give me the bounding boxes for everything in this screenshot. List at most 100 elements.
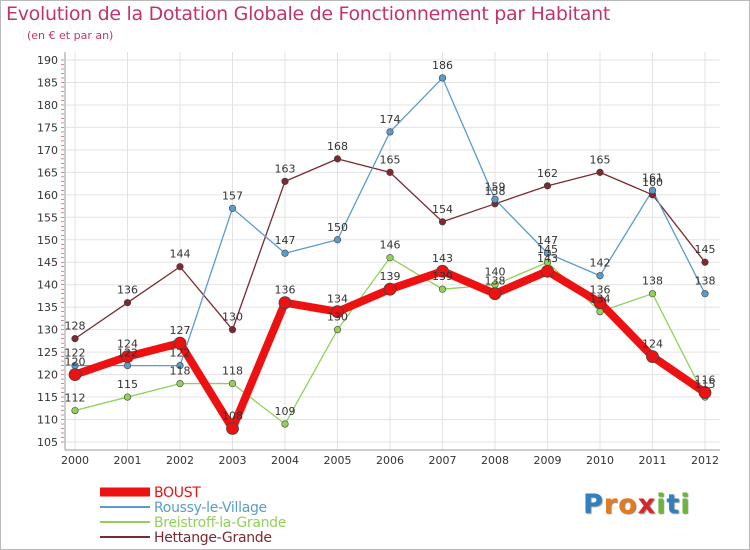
proxiti-logo: Proxiti <box>583 489 691 520</box>
data-label-hettange-grande: 136 <box>117 284 138 297</box>
y-tick-label: 175 <box>37 121 58 134</box>
data-label-roussy-le-village: 147 <box>275 234 296 247</box>
y-tick-label: 180 <box>37 99 58 112</box>
x-tick-label: 2009 <box>534 454 562 467</box>
x-tick-label: 2004 <box>271 454 299 467</box>
data-point-hettange-grande <box>333 155 342 163</box>
data-point-boust <box>436 264 449 278</box>
data-point-boust <box>121 350 134 364</box>
data-point-roussy-le-village <box>648 186 657 194</box>
x-tick-label: 2005 <box>324 454 352 467</box>
data-label-hettange-grande: 145 <box>695 243 716 256</box>
chart-title: Evolution de la Dotation Globale de Fonc… <box>6 3 611 25</box>
y-tick-label: 150 <box>37 234 58 247</box>
data-point-roussy-le-village <box>596 272 604 280</box>
data-label-hettange-grande: 160 <box>642 176 663 189</box>
data-point-boust <box>541 264 554 278</box>
x-tick-label: 2001 <box>114 454 142 467</box>
data-label-breistroff-la-grande: 138 <box>642 275 663 288</box>
data-point-hettange-grande <box>228 326 237 334</box>
legend-label: BOUST <box>154 485 201 501</box>
data-label-breistroff-la-grande: 118 <box>170 365 191 378</box>
data-point-hettange-grande <box>438 218 447 226</box>
data-label-roussy-le-village: 122 <box>65 347 86 360</box>
data-label-roussy-le-village: 159 <box>485 180 506 193</box>
x-tick-label: 2011 <box>639 454 667 467</box>
y-tick-label: 135 <box>37 301 58 314</box>
data-label-boust: 143 <box>537 252 558 265</box>
data-point-hettange-grande <box>71 335 79 343</box>
data-label-hettange-grande: 165 <box>380 153 401 166</box>
data-label-boust: 136 <box>590 284 611 297</box>
data-label-hettange-grande: 144 <box>170 248 191 261</box>
data-point-hettange-grande <box>386 168 394 176</box>
y-tick-label: 115 <box>37 391 58 404</box>
data-point-boust <box>278 296 292 310</box>
x-tick-label: 2007 <box>429 454 457 467</box>
data-label-hettange-grande: 158 <box>485 185 506 198</box>
data-label-breistroff-la-grande: 134 <box>590 293 611 306</box>
data-label-breistroff-la-grande: 109 <box>275 405 296 418</box>
legend-label: Breistroff-la-Grande <box>154 515 286 531</box>
x-tick-label: 2012 <box>691 454 719 467</box>
x-tick-label: 2006 <box>376 454 404 467</box>
data-label-boust: 108 <box>222 410 243 423</box>
data-point-roussy-le-village <box>543 249 552 257</box>
data-label-breistroff-la-grande: 139 <box>432 270 453 283</box>
x-tick-label: 2008 <box>481 454 509 467</box>
y-tick-label: 155 <box>37 211 58 224</box>
data-label-roussy-le-village: 142 <box>590 257 611 270</box>
data-point-hettange-grande <box>281 177 289 185</box>
chart-subtitle: (en € et par an) <box>27 29 114 42</box>
y-tick-label: 190 <box>37 54 58 67</box>
data-point-roussy-le-village <box>176 362 184 370</box>
legend-label: Roussy-le-Village <box>154 500 267 516</box>
data-label-roussy-le-village: 122 <box>117 347 138 360</box>
data-point-breistroff-la-grande <box>333 326 342 334</box>
data-label-boust: 120 <box>65 356 86 369</box>
data-point-hettange-grande <box>596 168 604 176</box>
data-label-boust: 124 <box>117 338 138 351</box>
data-point-hettange-grande <box>701 258 709 266</box>
data-label-hettange-grande: 128 <box>65 320 86 333</box>
data-label-boust: 127 <box>170 324 191 337</box>
data-label-boust: 143 <box>432 252 453 265</box>
data-label-breistroff-la-grande: 140 <box>485 266 506 279</box>
y-tick-label: 170 <box>37 144 58 157</box>
data-label-boust: 124 <box>642 338 663 351</box>
data-label-boust: 139 <box>380 270 401 283</box>
x-tick-label: 2002 <box>166 454 194 467</box>
data-point-breistroff-la-grande <box>386 254 394 262</box>
data-label-hettange-grande: 165 <box>590 153 611 166</box>
data-label-boust: 136 <box>275 284 296 297</box>
data-point-boust <box>226 422 239 435</box>
data-point-boust <box>646 350 659 364</box>
data-point-boust <box>331 305 344 319</box>
y-tick-label: 145 <box>37 256 58 269</box>
data-point-roussy-le-village <box>386 128 394 136</box>
y-tick-label: 130 <box>37 324 58 337</box>
data-label-roussy-le-village: 186 <box>432 59 453 72</box>
x-tick-label: 2000 <box>61 454 89 467</box>
y-tick-label: 140 <box>37 279 58 292</box>
y-tick-label: 120 <box>37 369 58 382</box>
data-point-boust <box>698 386 712 399</box>
data-label-hettange-grande: 154 <box>432 203 453 216</box>
data-label-breistroff-la-grande: 112 <box>65 392 86 405</box>
data-point-breistroff-la-grande <box>281 420 289 428</box>
data-point-roussy-le-village <box>701 290 709 298</box>
data-label-hettange-grande: 163 <box>275 162 296 175</box>
data-point-breistroff-la-grande <box>228 379 237 388</box>
data-label-breistroff-la-grande: 118 <box>222 365 243 378</box>
y-tick-label: 160 <box>37 189 58 202</box>
data-point-breistroff-la-grande <box>71 406 79 415</box>
data-point-boust <box>488 287 502 301</box>
data-point-roussy-le-village <box>123 362 132 370</box>
data-point-boust <box>68 368 82 381</box>
data-label-roussy-le-village: 147 <box>537 234 558 247</box>
data-point-breistroff-la-grande <box>176 379 184 388</box>
data-point-boust <box>383 282 397 296</box>
data-label-roussy-le-village: 157 <box>222 189 243 202</box>
x-tick-label: 2010 <box>586 454 614 467</box>
